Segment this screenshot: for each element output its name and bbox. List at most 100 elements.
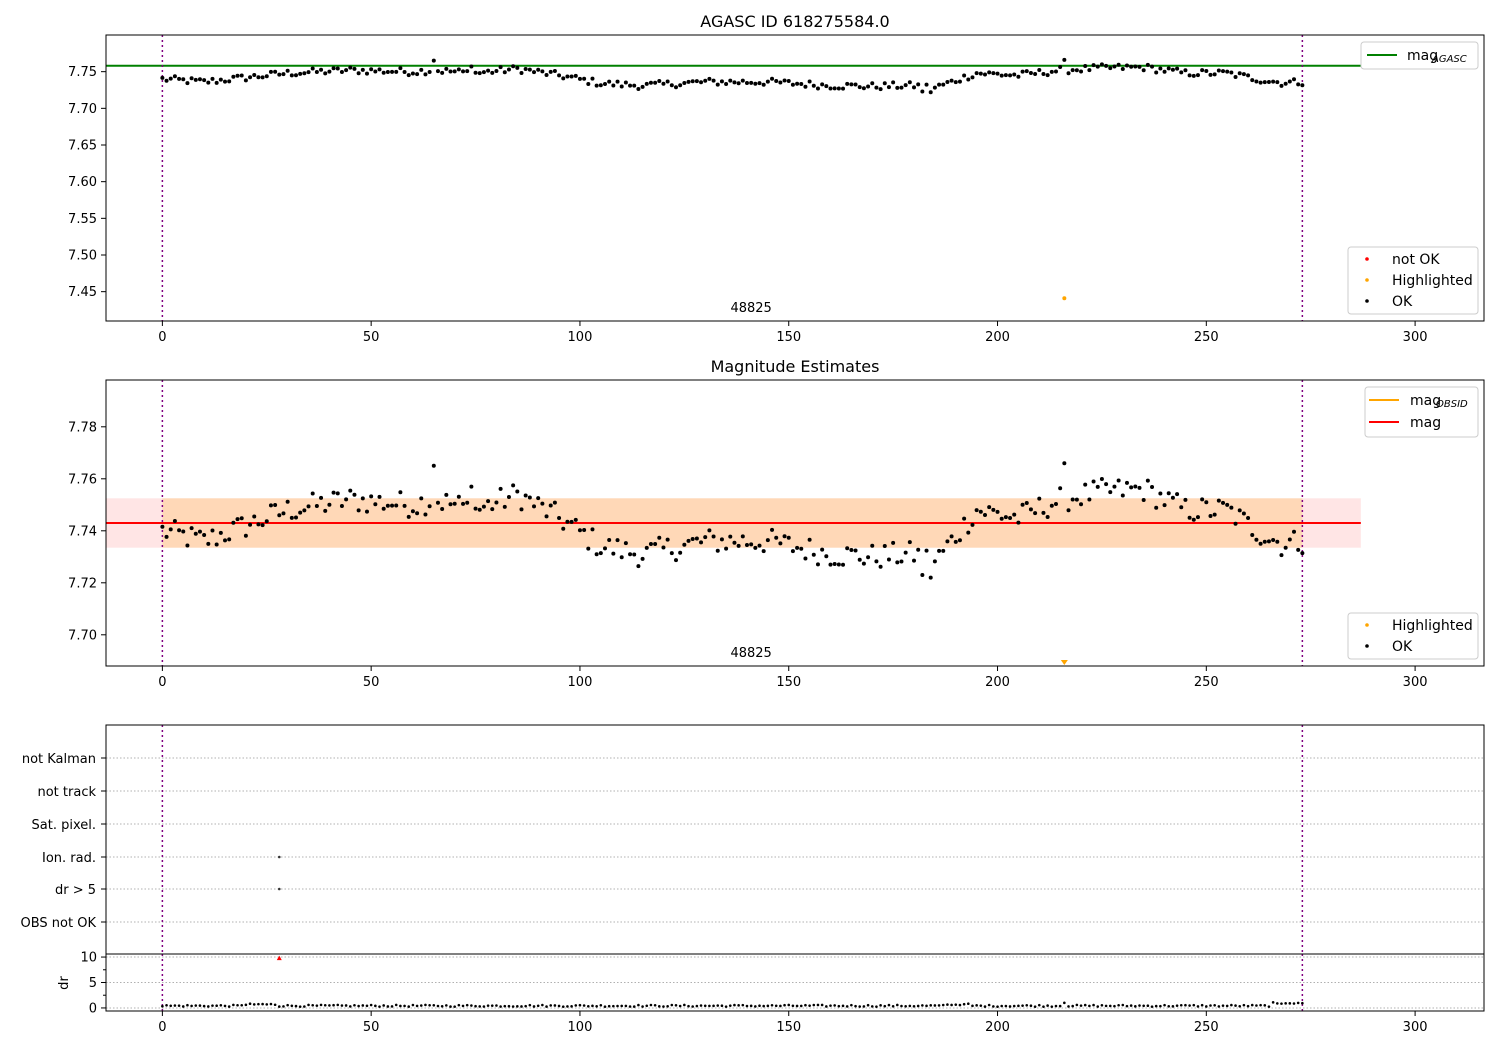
ok-point [623,80,628,85]
ok-point [1175,492,1180,497]
y-tick-label: 0 [89,1001,97,1016]
y-tick-label: 7.78 [68,420,97,435]
ok-point [1053,69,1058,74]
dr-point [1117,1003,1120,1007]
dr-point [1033,1005,1037,1008]
y-tick-label: 7.76 [68,472,97,487]
ok-point [870,543,875,548]
ok-point [235,73,240,78]
y-tick-label: 7.70 [68,628,97,643]
dr-point [1276,1002,1279,1005]
flag-category-label: not track [37,785,96,800]
ok-point [824,84,829,89]
ok-point [227,79,232,84]
ok-point [557,515,562,520]
ok-point [924,82,929,87]
ok-point [648,80,653,85]
x-tick-label: 300 [1403,1020,1428,1035]
ok-point [1175,66,1180,71]
ok-point [866,555,871,560]
ok-point [302,71,307,76]
ok-point [1003,73,1008,78]
dr-point [1230,1003,1233,1007]
legend-label: OK [1392,294,1413,310]
flag-category-label: Ion. rad. [42,851,96,866]
ok-point [657,535,662,540]
ok-point [427,504,432,509]
ok-point [189,526,194,531]
dr-point [820,1003,824,1007]
dr-point [975,1004,978,1007]
x-tick-label: 150 [776,675,801,690]
dr-point [482,1005,486,1008]
dr-point [340,1004,344,1007]
ok-point [699,540,704,545]
ok-point [481,504,486,509]
ok-point [853,82,858,87]
ok-point [511,64,516,69]
ok-point [285,68,290,73]
ok-point [310,66,315,71]
ok-point [1258,80,1263,85]
ok-point [1292,529,1297,534]
ok-point [765,538,770,543]
dr-point [1267,1005,1271,1008]
ok-point [435,500,440,505]
legend-label: not OK [1392,252,1440,268]
dr-point [712,1004,715,1008]
ok-point [724,82,729,87]
dr-point [987,1003,991,1007]
dr-point [399,1004,402,1008]
ok-point [527,67,532,72]
dr-point [240,1003,244,1007]
dr-point [1025,1003,1029,1007]
ok-point [243,533,248,538]
ok-point [1229,70,1234,75]
dr-point [261,1002,264,1006]
dr-point [553,1004,557,1007]
dr-point [733,1003,736,1007]
dr-point [595,1004,598,1008]
ok-point [761,549,766,554]
dr-point [378,1005,381,1008]
dr-point [277,1005,281,1008]
dr-point [236,1003,239,1007]
dr-point [549,1004,553,1007]
ok-point [277,72,282,77]
ok-point [1254,537,1259,542]
ok-point [1033,72,1038,77]
ok-point [360,67,365,72]
ok-point [1162,69,1167,74]
dr-point [495,1004,498,1007]
flag-category-label: OBS not OK [21,916,97,931]
dr-point [666,1004,669,1008]
ok-point [598,551,603,556]
ok-point [1045,514,1050,519]
ok-point [469,64,474,69]
ok-point [423,72,428,77]
ok-point [381,70,386,75]
ok-point [1246,73,1251,78]
dr-point [958,1003,962,1007]
ok-point [331,66,336,71]
ok-point [335,491,340,496]
ok-point [515,65,520,70]
ok-point [277,513,282,518]
ok-point [761,82,766,87]
dr-point [369,1003,373,1007]
ok-point [828,86,833,91]
ok-point [899,559,904,564]
dr-point [862,1005,866,1008]
ok-point [1124,63,1129,68]
ok-point [573,517,578,522]
ok-point [694,536,699,541]
dr-point [1058,1004,1062,1008]
ok-point [1292,77,1297,82]
ok-point [1170,67,1175,72]
ok-point [757,81,762,86]
legend-label: mag [1410,393,1441,409]
ok-point [999,73,1004,78]
x-tick-label: 200 [985,1020,1010,1035]
ok-point [327,502,332,507]
dr-point [528,1003,532,1007]
